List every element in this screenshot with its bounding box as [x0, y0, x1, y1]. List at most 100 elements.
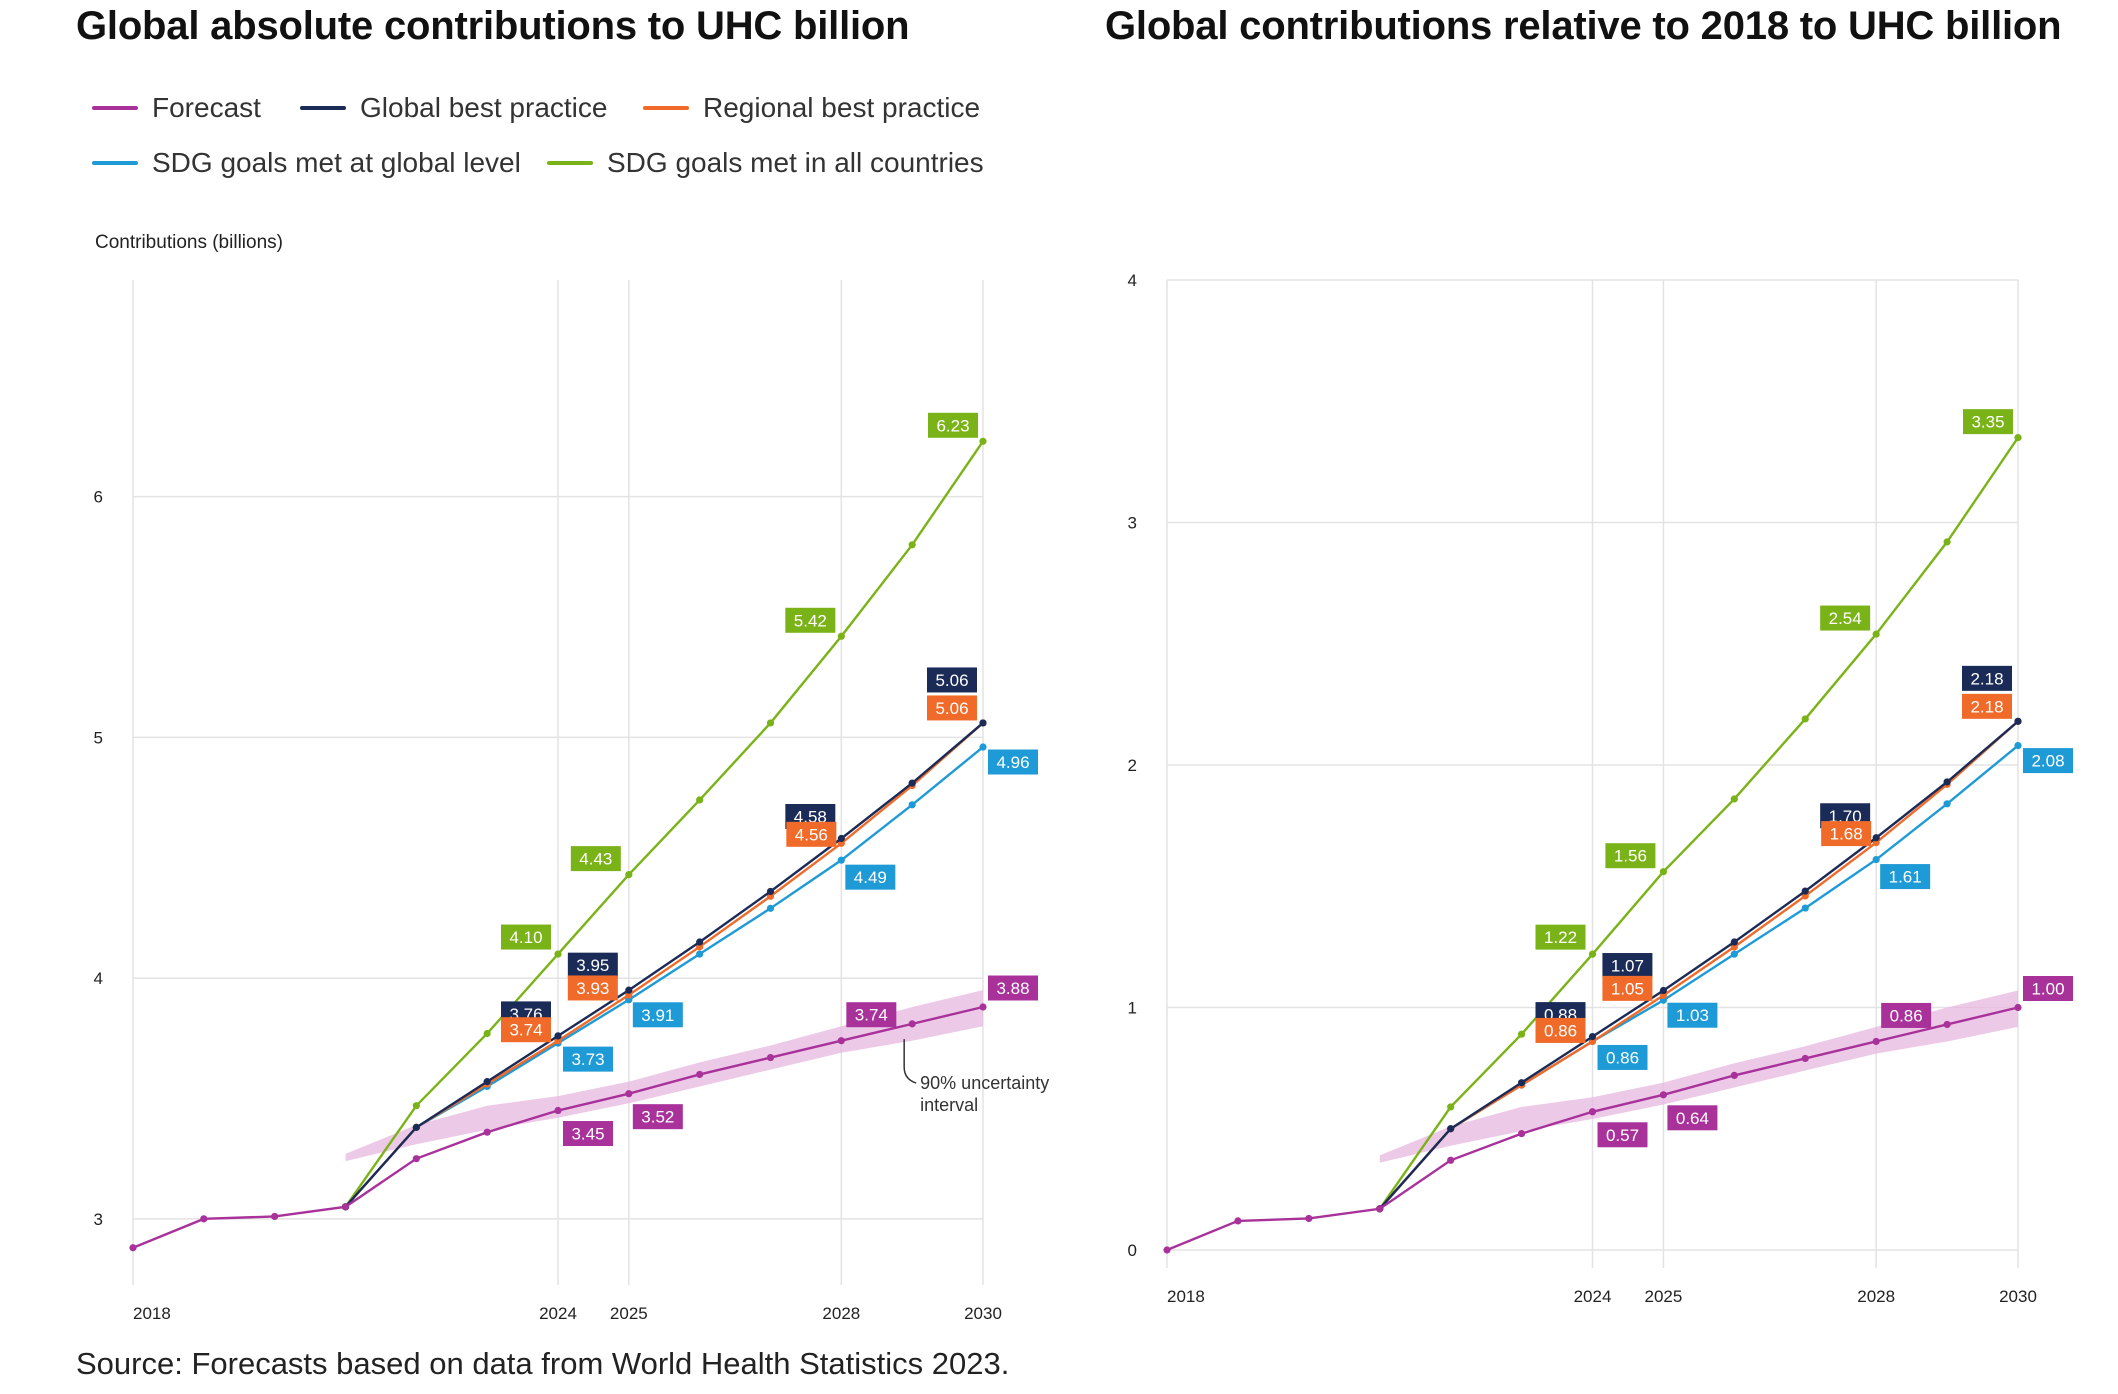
data-label: 1.05 — [1602, 975, 1653, 1001]
data-label-text: 1.70 — [1829, 807, 1862, 826]
data-point — [341, 1203, 350, 1211]
data-label: 3.93 — [567, 975, 618, 1001]
series-line-sdg-goals-met-in-all-countries — [1378, 436, 2019, 1210]
data-label-text: 1.03 — [1676, 1006, 1709, 1025]
data-label-box — [1535, 924, 1586, 950]
data-labels-sdg-goals-met-at-global-level: 3.73 3.91 4.49 4.96 — [563, 749, 1038, 1072]
data-label-text: 1.68 — [1830, 825, 1863, 844]
data-label: 4.49 — [845, 864, 896, 890]
x-tick-label: 2018 — [133, 1304, 171, 1323]
data-label: 0.57 — [1597, 1122, 1648, 1148]
data-point — [766, 719, 775, 727]
data-point — [908, 541, 916, 549]
data-label-text: 3.74 — [855, 1006, 888, 1025]
data-point — [1730, 938, 1738, 946]
series-forecast — [129, 1003, 987, 1252]
data-label-text: 4.43 — [579, 850, 612, 869]
data-label: 2.18 — [1962, 665, 2012, 691]
data-label-text: 0.86 — [1890, 1006, 1923, 1025]
source-note: Source: Forecasts based on data from Wor… — [76, 1346, 1010, 1381]
data-point — [1305, 1214, 1313, 1223]
data-point — [766, 887, 775, 896]
data-label: 3.88 — [988, 975, 1038, 1001]
data-point — [625, 986, 633, 994]
legend-item-forecast: Forecast — [92, 92, 261, 124]
x-tick-label: 2018 — [1167, 1287, 1205, 1306]
data-point — [483, 1029, 491, 1038]
data-point — [412, 1102, 420, 1110]
data-label: 5.06 — [927, 695, 977, 721]
data-point — [1234, 1217, 1242, 1225]
data-label-box — [563, 1046, 613, 1072]
data-label-box — [632, 1104, 683, 1130]
data-label-box — [785, 607, 836, 633]
data-point — [979, 437, 987, 445]
data-point — [554, 950, 562, 958]
y-tick-label: 2 — [1128, 756, 1137, 775]
legend-swatch-sdg-global-level — [92, 161, 138, 165]
y-tick-label: 3 — [94, 1210, 103, 1229]
data-label-text: 4.10 — [509, 928, 542, 947]
y-tick-label: 5 — [94, 728, 103, 747]
data-label: 0.86 — [1535, 1017, 1586, 1043]
data-label-text: 1.07 — [1611, 957, 1644, 976]
data-label: 3.45 — [563, 1121, 613, 1147]
data-label: 3.74 — [846, 1002, 897, 1028]
data-label-box — [2023, 748, 2073, 774]
data-point — [837, 632, 845, 640]
data-label: 3.52 — [632, 1104, 683, 1130]
data-label-box — [1667, 1002, 1718, 1028]
data-label: 1.00 — [2023, 976, 2073, 1001]
data-point — [1801, 887, 1809, 895]
data-label: 0.86 — [1597, 1044, 1648, 1070]
x-tick-label: 2025 — [610, 1304, 648, 1323]
data-label-text: 4.56 — [795, 825, 828, 844]
legend-label: Regional best practice — [703, 92, 981, 123]
data-label-text: 3.91 — [641, 1006, 674, 1025]
series-sdg-goals-met-at-global-level — [1376, 742, 2022, 1213]
data-point — [2014, 1003, 2022, 1012]
chart-title-right: Global contributions relative to 2018 to… — [1105, 4, 2062, 48]
chart-title-left: Global absolute contributions to UHC bil… — [76, 4, 910, 48]
data-label-box — [845, 864, 896, 890]
data-point — [1943, 778, 1951, 786]
data-label-text: 5.06 — [935, 671, 968, 690]
data-label: 2.54 — [1820, 605, 1871, 631]
y-tick-label: 0 — [1128, 1241, 1137, 1260]
data-label-box — [846, 1002, 897, 1028]
data-point — [1588, 1108, 1597, 1116]
data-label: 5.42 — [785, 607, 836, 633]
data-label-box — [570, 846, 621, 872]
data-point — [483, 1128, 491, 1136]
data-label: 4.43 — [570, 846, 621, 872]
data-label-text: 5.42 — [794, 611, 827, 630]
legend-label: Forecast — [152, 92, 261, 123]
grid: 0 1 2 3 4 2018 2024 2025 2028 2030 — [1128, 271, 2037, 1306]
data-point — [766, 1053, 775, 1062]
data-label-text: 2.54 — [1829, 609, 1862, 628]
data-labels-forecast: 0.57 0.64 0.86 1.00 — [1597, 976, 2073, 1148]
data-point — [412, 1123, 420, 1131]
data-label-box — [501, 924, 551, 950]
legend-swatch-sdg-all-countries — [547, 161, 593, 165]
data-point — [1659, 986, 1668, 995]
y-tick-label: 3 — [1128, 514, 1137, 533]
data-point — [1801, 1054, 1809, 1063]
y-tick-label: 4 — [94, 969, 103, 988]
legend-swatch-global-best-practice — [300, 106, 346, 110]
data-label: 1.07 — [1602, 953, 1653, 979]
data-label-box — [2023, 976, 2073, 1001]
data-label-box — [632, 1002, 683, 1028]
data-label-box — [1962, 693, 2012, 719]
data-point — [1872, 1037, 1880, 1046]
data-label-box — [1597, 1044, 1648, 1070]
data-point — [554, 1106, 562, 1115]
data-label-box — [1962, 665, 2012, 691]
data-point — [1730, 1071, 1738, 1079]
data-label: 4.10 — [501, 924, 551, 950]
data-label-text: 3.35 — [1971, 413, 2004, 432]
data-point — [1163, 1246, 1171, 1254]
data-point — [1801, 715, 1809, 723]
